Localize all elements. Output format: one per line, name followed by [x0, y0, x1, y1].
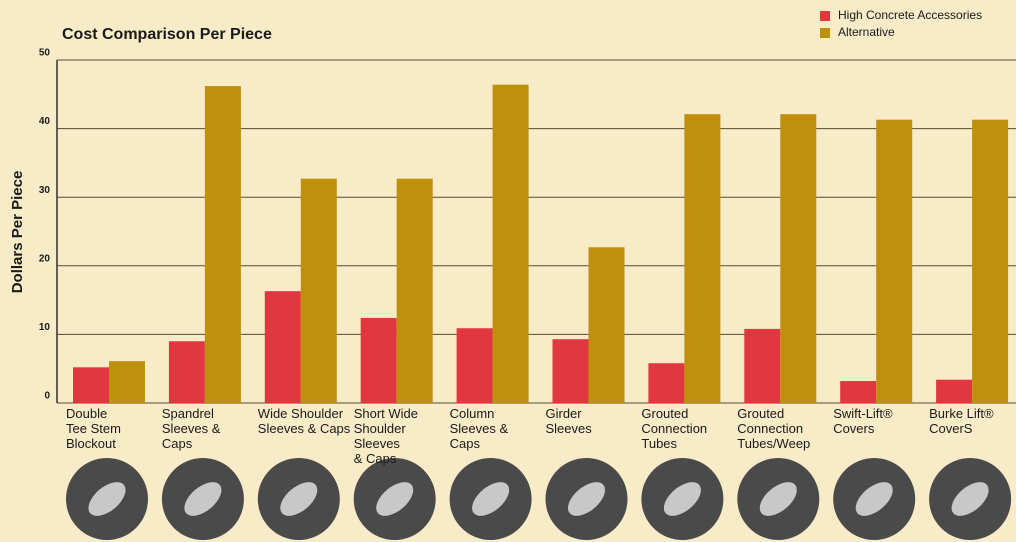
x-tick-label: Spandrel Sleeves & Caps: [162, 406, 260, 451]
y-tick-label: 0: [44, 391, 50, 402]
chart: Cost Comparison Per Piece Dollars Per Pi…: [0, 0, 1016, 542]
bar: [972, 120, 1008, 403]
y-tick-label: 40: [39, 116, 51, 127]
bar: [493, 85, 529, 403]
y-tick-label: 50: [39, 48, 51, 59]
bar: [301, 179, 337, 403]
legend-swatch: [820, 11, 830, 21]
bar: [744, 329, 780, 403]
x-tick-label: Wide Shoulder Sleeves & Caps: [258, 406, 356, 436]
y-tick-label: 10: [39, 322, 51, 333]
bar: [780, 114, 816, 403]
bar: [589, 247, 625, 403]
x-tick-label: Girder Sleeves: [546, 406, 644, 436]
legend-swatch: [820, 28, 830, 38]
x-tick-label: Short Wide Shoulder Sleeves & Caps: [354, 406, 452, 466]
bar: [397, 179, 433, 403]
bar: [205, 86, 241, 403]
x-tick-label: Double Tee Stem Blockout: [66, 406, 164, 451]
bar: [876, 120, 912, 403]
x-tick-label: Burke Lift® CoverS: [929, 406, 1016, 436]
x-tick-label: Grouted Connection Tubes: [641, 406, 739, 451]
legend-label: High Concrete Accessories: [838, 8, 982, 22]
bar: [457, 328, 493, 403]
bar: [265, 291, 301, 403]
bar: [73, 367, 109, 403]
legend-label: Alternative: [838, 25, 895, 39]
bar: [169, 341, 205, 403]
page: Cost Comparison Per Piece Dollars Per Pi…: [0, 0, 1016, 542]
chart-title: Cost Comparison Per Piece: [62, 26, 272, 43]
y-tick-label: 20: [39, 253, 51, 264]
bar: [648, 363, 684, 403]
y-tick-label: 30: [39, 185, 51, 196]
bar: [553, 339, 589, 403]
y-axis-label: Dollars Per Piece: [9, 171, 26, 294]
bar: [109, 361, 145, 403]
bar: [840, 381, 876, 403]
x-tick-label: Swift-Lift® Covers: [833, 406, 931, 436]
x-tick-label: Column Sleeves & Caps: [450, 406, 548, 451]
bar: [684, 114, 720, 403]
bar: [936, 380, 972, 403]
bar: [361, 318, 397, 403]
x-tick-label: Grouted Connection Tubes/Weep: [737, 406, 835, 451]
